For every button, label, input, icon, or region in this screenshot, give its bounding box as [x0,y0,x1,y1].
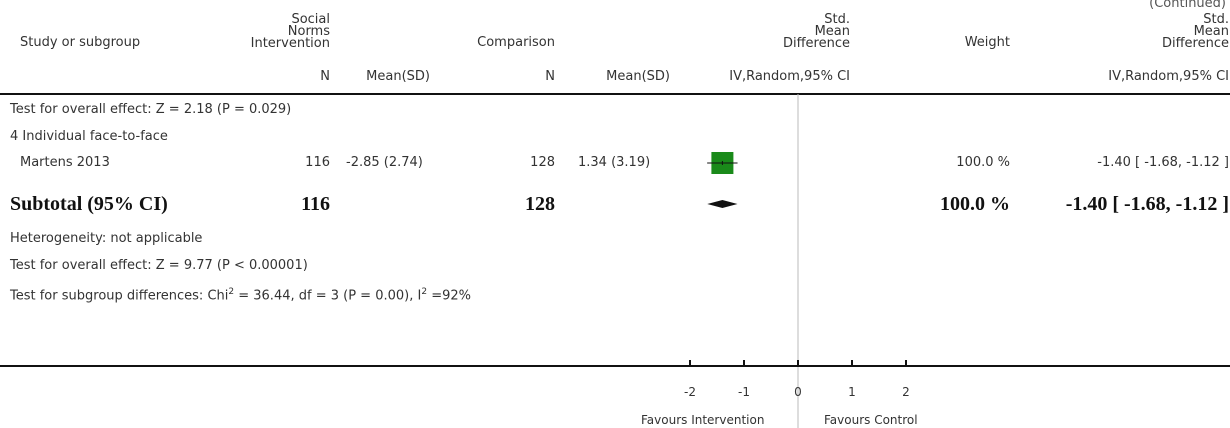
header-smd-plot-line1: Std. [824,12,850,27]
favours-control-label: Favours Control [824,413,918,427]
x-tick-label: 1 [848,385,856,399]
header-divider [0,93,1230,95]
study-name: Martens 2013 [20,155,110,170]
study-mean-sd2: 1.34 (3.19) [578,155,651,170]
header-n2: N [545,69,555,84]
header-weight: Weight [964,35,1010,50]
prev-overall-effect: Test for overall effect: Z = 2.18 (P = 0… [10,102,292,117]
subtotal-label: Subtotal (95% CI) [10,193,168,215]
heterogeneity-text: Heterogeneity: not applicable [10,231,203,246]
x-tick-label: -2 [684,385,696,399]
overall-effect-text: Test for overall effect: Z = 9.77 (P < 0… [10,258,308,273]
header-smd-right-line2: Mean [1193,24,1229,39]
chi-superscript: 2 [228,287,235,297]
subtotal-ci: -1.40 [ -1.68, -1.12 ] [1065,193,1229,215]
header-study: Study or subgroup [20,35,141,50]
subgroup-diff-suffix: =92% [427,288,471,304]
study-n1: 116 [305,155,330,170]
continued-label: (Continued) [1149,0,1226,11]
header-mean-sd2: Mean(SD) [606,69,670,84]
study-n2: 128 [530,155,555,170]
subgroup-diff-prefix: Test for subgroup differences: Chi [10,288,229,304]
subtotal-n2: 128 [525,193,555,215]
favours-intervention-label: Favours Intervention [641,413,765,427]
header-method-right: IV,Random,95% CI [1108,69,1229,84]
header-method-plot: IV,Random,95% CI [729,69,850,84]
x-tick-label: -1 [738,385,750,399]
header-intervention-line1: Social [291,12,330,27]
study-mean-sd1: -2.85 (2.74) [346,155,423,170]
bottom-divider [0,365,1230,367]
header-smd-plot-line3: Difference [782,36,850,51]
header-smd-right-line3: Difference [1161,36,1229,51]
header-smd-right-line1: Std. [1203,12,1229,27]
header-comparison: Comparison [477,35,555,50]
study-weight: 100.0 % [956,155,1010,170]
subgroup-differences-text: Test for subgroup differences: Chi2 = 36… [10,286,471,302]
x-tick-label: 2 [902,385,910,399]
header-intervention-line3: Intervention [250,36,330,51]
i-superscript: 2 [421,287,428,297]
header-mean-sd1: Mean(SD) [366,69,430,84]
header-intervention-line2: Norms [287,24,330,39]
header-smd-plot-line2: Mean [814,24,850,39]
subtotal-weight: 100.0 % [940,193,1010,215]
study-ci: -1.40 [ -1.68, -1.12 ] [1097,155,1229,170]
x-tick-label: 0 [794,385,802,399]
subgroup-diff-middle: = 36.44, df = 3 (P = 0.00), I [234,288,422,304]
subtotal-n1: 116 [301,193,330,215]
subtotal-diamond [707,200,738,208]
subgroup-title: 4 Individual face-to-face [10,129,168,144]
header-n1: N [320,69,330,84]
